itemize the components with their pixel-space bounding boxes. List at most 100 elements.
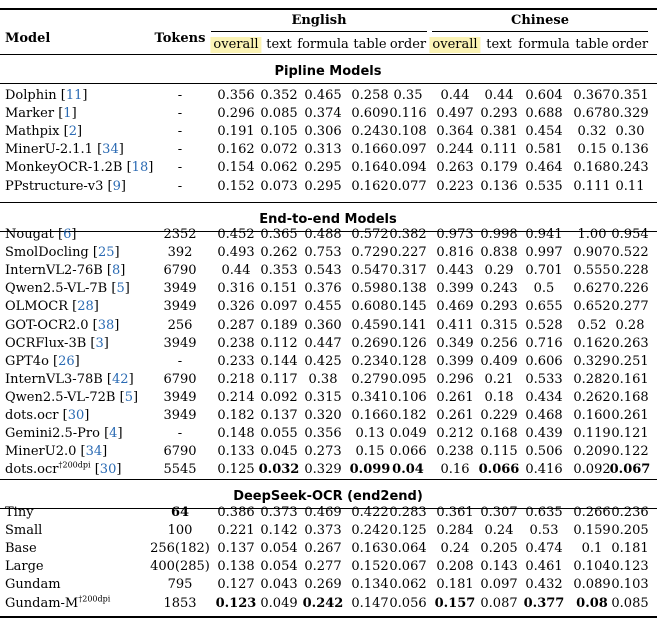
- en-overall-cell: 0.182: [217, 408, 255, 423]
- citation-link[interactable]: 25: [97, 245, 115, 261]
- citation-link[interactable]: 5: [124, 389, 133, 405]
- zh-formula-cell: 0.535: [525, 178, 563, 194]
- en-table-cell: 0.243: [351, 124, 389, 140]
- en-table-cell: 0.609: [351, 106, 389, 122]
- zh-overall-cell: 0.399: [436, 353, 474, 369]
- en-table-cell: 0.279: [351, 371, 389, 387]
- en-overall-cell: 0.493: [217, 245, 255, 261]
- tokens-cell: -: [177, 353, 183, 369]
- zh-formula-cell: 0.432: [525, 577, 563, 593]
- model-name-text: GOT-OCR2.0: [5, 317, 89, 333]
- zh-table-cell: 0.367: [573, 88, 611, 103]
- citation-link[interactable]: 5: [116, 281, 125, 297]
- zh-formula-cell: 0.635: [525, 505, 563, 520]
- zh-text-cell: 0.136: [480, 178, 518, 194]
- en-order-cell: 0.116: [389, 106, 427, 122]
- zh-formula-cell: 0.606: [525, 353, 563, 369]
- en-overall-cell: 0.356: [217, 88, 255, 103]
- zh-overall-cell: 0.263: [436, 160, 474, 176]
- tokens-cell: 256: [167, 317, 193, 333]
- model-name-text: Qwen2.5-VL-7B: [5, 281, 108, 297]
- model-name: Gemini2.5-Pro [4]: [5, 426, 123, 442]
- citation-link[interactable]: 30: [99, 462, 117, 478]
- zh-text-cell: 0.18: [484, 389, 514, 405]
- en-text-cell: 0.112: [260, 335, 298, 351]
- en-formula-cell: 0.469: [304, 505, 342, 520]
- citation-link[interactable]: 18: [131, 160, 149, 176]
- model-name: Large: [5, 559, 44, 575]
- en-overall-cell: 0.123: [215, 595, 257, 611]
- citation-link[interactable]: 2: [68, 124, 77, 140]
- en-table-cell: 0.729: [351, 245, 389, 261]
- en-order-cell: 0.04: [392, 462, 424, 478]
- col-header-en-overall: overall: [210, 37, 262, 53]
- header-tokens: Tokens: [154, 31, 206, 46]
- zh-overall-cell: 0.469: [436, 299, 474, 315]
- zh-order-cell: 0.236: [611, 505, 649, 520]
- section-rule: [0, 231, 657, 232]
- citation-link[interactable]: 11: [65, 88, 83, 103]
- zh-table-cell: 0.168: [573, 160, 611, 176]
- citation-link[interactable]: 6: [63, 227, 72, 242]
- zh-table-cell: 0.089: [573, 577, 611, 593]
- en-order-cell: 0.126: [389, 335, 427, 351]
- en-formula-cell: 0.313: [304, 142, 342, 158]
- tokens-cell: 3949: [163, 299, 197, 315]
- en-formula-cell: 0.447: [304, 335, 342, 351]
- section-rule: [0, 83, 657, 84]
- model-name: Base: [5, 541, 37, 557]
- en-formula-cell: 0.488: [304, 227, 342, 242]
- citation-link[interactable]: 4: [109, 426, 118, 442]
- zh-overall-cell: 0.349: [436, 335, 474, 351]
- zh-text-cell: 0.998: [480, 227, 518, 242]
- en-overall-cell: 0.326: [217, 299, 255, 315]
- col-header-zh-text: text: [486, 37, 512, 52]
- en-table-cell: 0.164: [351, 160, 389, 176]
- model-superscript: †200dpi: [58, 460, 91, 470]
- zh-order-cell: 0.351: [611, 88, 649, 103]
- citation-link[interactable]: 28: [77, 299, 94, 315]
- en-formula-cell: 0.295: [304, 178, 342, 194]
- en-text-cell: 0.373: [260, 505, 298, 520]
- model-name: Tiny: [5, 505, 34, 521]
- zh-table-cell: 0.555: [573, 263, 611, 279]
- citation-link[interactable]: 34: [85, 444, 103, 460]
- zh-order-cell: 0.329: [611, 106, 649, 122]
- tokens-cell: 795: [167, 577, 193, 593]
- section-title: End-to-end Models: [259, 212, 397, 227]
- en-text-cell: 0.045: [260, 444, 298, 460]
- model-name: OLMOCR [28]: [5, 299, 99, 315]
- citation-link[interactable]: 3: [95, 335, 104, 351]
- citation-link[interactable]: 30: [67, 408, 85, 423]
- en-order-cell: 0.283: [389, 505, 427, 520]
- en-table-cell: 0.242: [351, 523, 389, 539]
- citation-link[interactable]: 1: [63, 106, 72, 122]
- en-overall-cell: 0.218: [217, 371, 255, 387]
- citation-link[interactable]: 38: [97, 317, 115, 333]
- zh-order-cell: 0.121: [611, 426, 649, 442]
- model-name: Dolphin [11]: [5, 88, 88, 103]
- tokens-cell: 1853: [163, 595, 197, 611]
- en-formula-cell: 0.455: [304, 299, 342, 315]
- model-name-text: Tiny: [5, 505, 34, 520]
- en-formula-cell: 0.38: [308, 371, 338, 387]
- zh-overall-cell: 0.411: [436, 317, 474, 333]
- zh-overall-cell: 0.816: [436, 245, 474, 261]
- citation-link[interactable]: 42: [112, 371, 129, 387]
- zh-order-cell: 0.263: [611, 335, 649, 351]
- zh-formula-cell: 0.416: [525, 462, 563, 478]
- citation-link[interactable]: 8: [112, 263, 121, 279]
- citation-link[interactable]: 26: [58, 353, 75, 369]
- en-overall-cell: 0.386: [217, 505, 255, 520]
- model-name: Nougat [6]: [5, 227, 77, 242]
- en-table-cell: 0.422: [351, 505, 389, 520]
- zh-overall-cell: 0.973: [436, 227, 474, 242]
- citation-link[interactable]: 34: [102, 142, 119, 158]
- en-formula-cell: 0.315: [304, 389, 342, 405]
- zh-order-cell: 0.103: [611, 577, 649, 593]
- en-formula-cell: 0.356: [304, 426, 342, 442]
- citation-link[interactable]: 9: [112, 178, 121, 194]
- en-text-cell: 0.032: [258, 462, 300, 478]
- tokens-cell: 3949: [163, 335, 197, 351]
- zh-overall-cell: 0.208: [436, 559, 474, 575]
